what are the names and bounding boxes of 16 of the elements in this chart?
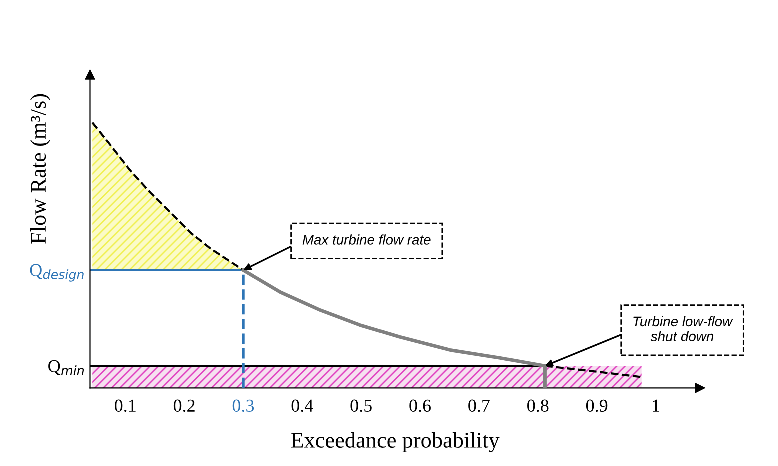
x-tick-label: 0.6 xyxy=(410,400,432,412)
ref-line-label: Q$_{design}$ xyxy=(30,264,84,282)
x-tick-label: 1 xyxy=(653,400,660,412)
ref-line-label: Q$_{min}$ xyxy=(48,360,84,376)
annotation: Max turbine flow rate xyxy=(302,234,431,245)
x-tick-label: 0.2 xyxy=(174,400,195,412)
x-tick-label: 0.7 xyxy=(468,400,490,412)
annotation: Turbine low-flow shut down xyxy=(634,316,734,342)
x-tick-label: 0.1 xyxy=(115,400,136,412)
x-axis-title: Exceedance probability xyxy=(291,432,500,453)
x-tick-label: 0.3 xyxy=(232,400,254,412)
x-tick-label: 0.8 xyxy=(528,400,549,412)
x-tick-label: 0.9 xyxy=(586,400,608,412)
x-tick-label: 0.5 xyxy=(350,400,372,412)
y-axis-title: Flow Rate (m³/s) xyxy=(30,94,51,244)
x-tick-label: 0.4 xyxy=(292,400,314,412)
